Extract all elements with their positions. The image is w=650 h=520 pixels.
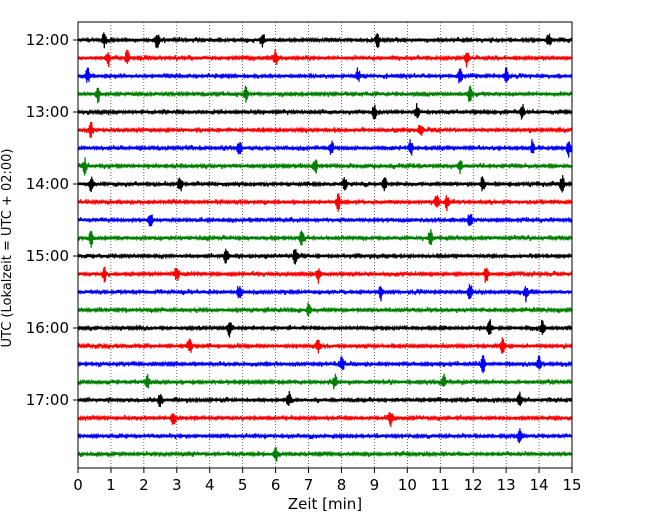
- y-tick-label: 17:00: [26, 391, 69, 409]
- trace-1230: [77, 67, 573, 84]
- y-tick-label: 13:00: [26, 103, 69, 121]
- x-tick-label: 4: [205, 476, 215, 494]
- trace-1215: [77, 49, 573, 68]
- x-axis-label: Zeit [min]: [288, 495, 362, 513]
- x-tick-label: 1: [106, 476, 116, 494]
- y-tick-label: 16:00: [26, 319, 69, 337]
- x-tick-label: 8: [337, 476, 347, 494]
- vertical-grid: [110, 22, 540, 468]
- seismic-traces: [77, 32, 573, 462]
- x-tick-label: 0: [73, 476, 83, 494]
- x-tick-label: 3: [172, 476, 182, 494]
- x-tick-label: 11: [431, 476, 450, 494]
- y-tick-label: 15:00: [26, 247, 69, 265]
- y-axis-ticks: 12:00 13:00 14:00 15:00 16:00 17:00: [26, 31, 78, 409]
- trace-1630: [77, 355, 573, 374]
- trace-1200: [77, 32, 573, 49]
- x-tick-label: 12: [464, 476, 483, 494]
- trace-1645: [77, 373, 573, 390]
- y-tick-label: 14:00: [26, 175, 69, 193]
- y-axis-label: UTC (Lokalzeit = UTC + 02:00): [0, 149, 15, 348]
- x-tick-label: 7: [304, 476, 314, 494]
- trace-1700: [77, 390, 573, 408]
- trace-1500: [77, 248, 573, 265]
- trace-1545: [77, 302, 573, 317]
- trace-1445: [77, 228, 573, 248]
- trace-1615: [77, 337, 573, 354]
- x-tick-label: 10: [398, 476, 417, 494]
- trace-1530: [77, 283, 573, 303]
- x-tick-label: 13: [497, 476, 516, 494]
- x-tick-label: 2: [139, 476, 149, 494]
- trace-1300: [77, 103, 573, 120]
- x-tick-label: 6: [271, 476, 281, 494]
- x-axis-ticks: 0 1 2 3 4 5 6 7 8 9 10 11 12 13 14 15: [73, 468, 582, 494]
- trace-1400: [77, 175, 573, 193]
- plot-frame: [77, 21, 573, 469]
- trace-1345: [77, 157, 573, 176]
- x-tick-label: 15: [562, 476, 581, 494]
- trace-1415: [77, 193, 573, 212]
- trace-1515: [77, 266, 573, 284]
- trace-1730: [77, 428, 573, 444]
- trace-1715: [77, 412, 573, 428]
- y-tick-label: 12:00: [26, 31, 69, 49]
- trace-1330: [77, 139, 573, 158]
- x-tick-label: 14: [530, 476, 549, 494]
- x-tick-label: 9: [370, 476, 380, 494]
- trace-1745: [77, 446, 573, 462]
- trace-1315: [77, 121, 573, 138]
- trace-1600: [77, 319, 573, 338]
- x-tick-label: 5: [238, 476, 248, 494]
- trace-1245: [77, 85, 573, 104]
- trace-1430: [77, 214, 573, 227]
